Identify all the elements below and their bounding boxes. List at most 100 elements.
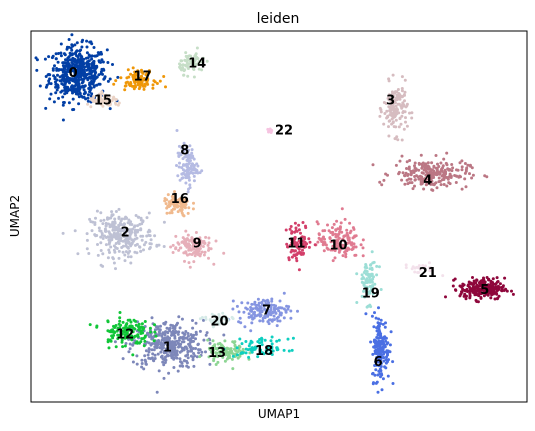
point <box>111 213 115 217</box>
point <box>376 336 380 340</box>
point <box>159 350 163 354</box>
point <box>52 100 56 104</box>
point <box>73 71 77 75</box>
point <box>176 332 180 336</box>
point <box>99 219 103 223</box>
cluster-10-points <box>314 207 365 263</box>
point <box>417 271 421 274</box>
point <box>186 233 190 237</box>
point <box>66 86 70 90</box>
point <box>382 359 386 363</box>
point <box>288 227 292 231</box>
point <box>497 286 501 290</box>
point <box>382 356 386 360</box>
point <box>362 271 366 274</box>
point <box>87 53 91 57</box>
point <box>147 356 151 360</box>
point <box>192 352 196 355</box>
point <box>340 230 344 234</box>
point <box>183 359 187 363</box>
cluster-8-points <box>175 129 204 194</box>
point <box>247 355 251 359</box>
point <box>221 311 225 315</box>
point <box>223 359 227 363</box>
point <box>177 248 181 252</box>
point <box>111 336 115 340</box>
point <box>143 320 147 323</box>
point <box>96 243 99 246</box>
point <box>114 79 118 83</box>
point <box>85 232 89 236</box>
point <box>177 315 181 319</box>
point <box>266 299 270 303</box>
point <box>186 356 190 360</box>
point <box>194 62 198 66</box>
point <box>198 238 202 242</box>
point <box>107 238 111 242</box>
point <box>191 358 195 362</box>
point <box>135 229 139 233</box>
point <box>379 347 383 351</box>
point <box>86 56 90 60</box>
point <box>334 228 338 232</box>
point <box>368 303 372 307</box>
point <box>153 80 157 84</box>
point <box>99 229 103 233</box>
point <box>502 289 506 292</box>
point <box>167 371 171 375</box>
point <box>117 249 121 253</box>
point <box>237 344 241 348</box>
point <box>57 52 60 55</box>
scatter-points <box>34 33 515 394</box>
point <box>102 99 106 102</box>
point <box>139 227 143 231</box>
point <box>176 210 180 214</box>
point <box>362 281 366 285</box>
point <box>92 46 96 49</box>
point <box>49 92 53 96</box>
point <box>410 111 414 115</box>
point <box>396 108 399 112</box>
point <box>108 251 111 254</box>
point <box>202 338 206 342</box>
point <box>223 339 227 343</box>
point <box>337 242 341 246</box>
point <box>460 187 464 191</box>
point <box>403 174 406 177</box>
point <box>117 207 121 211</box>
point <box>294 253 298 257</box>
point <box>287 305 291 309</box>
cluster-12-points <box>88 311 158 357</box>
point <box>400 154 404 158</box>
point <box>404 263 408 267</box>
point <box>463 162 467 165</box>
point <box>162 220 166 224</box>
point <box>272 314 276 318</box>
point <box>185 364 189 368</box>
point <box>251 346 255 350</box>
point <box>86 77 89 80</box>
point <box>244 347 248 351</box>
point <box>208 362 212 366</box>
point <box>102 218 106 222</box>
point <box>403 78 407 82</box>
point <box>120 246 124 249</box>
point <box>184 330 188 333</box>
point <box>333 232 337 236</box>
point <box>151 83 155 87</box>
point <box>240 301 244 305</box>
point <box>60 78 64 81</box>
point <box>148 70 151 74</box>
point <box>417 161 421 165</box>
point <box>246 301 250 305</box>
point <box>487 291 491 295</box>
point <box>91 81 95 85</box>
point <box>178 326 182 330</box>
point <box>371 371 375 375</box>
point <box>99 70 103 74</box>
point <box>352 242 356 246</box>
point <box>69 46 73 50</box>
point <box>137 325 140 329</box>
point <box>458 161 462 165</box>
point <box>249 329 253 333</box>
